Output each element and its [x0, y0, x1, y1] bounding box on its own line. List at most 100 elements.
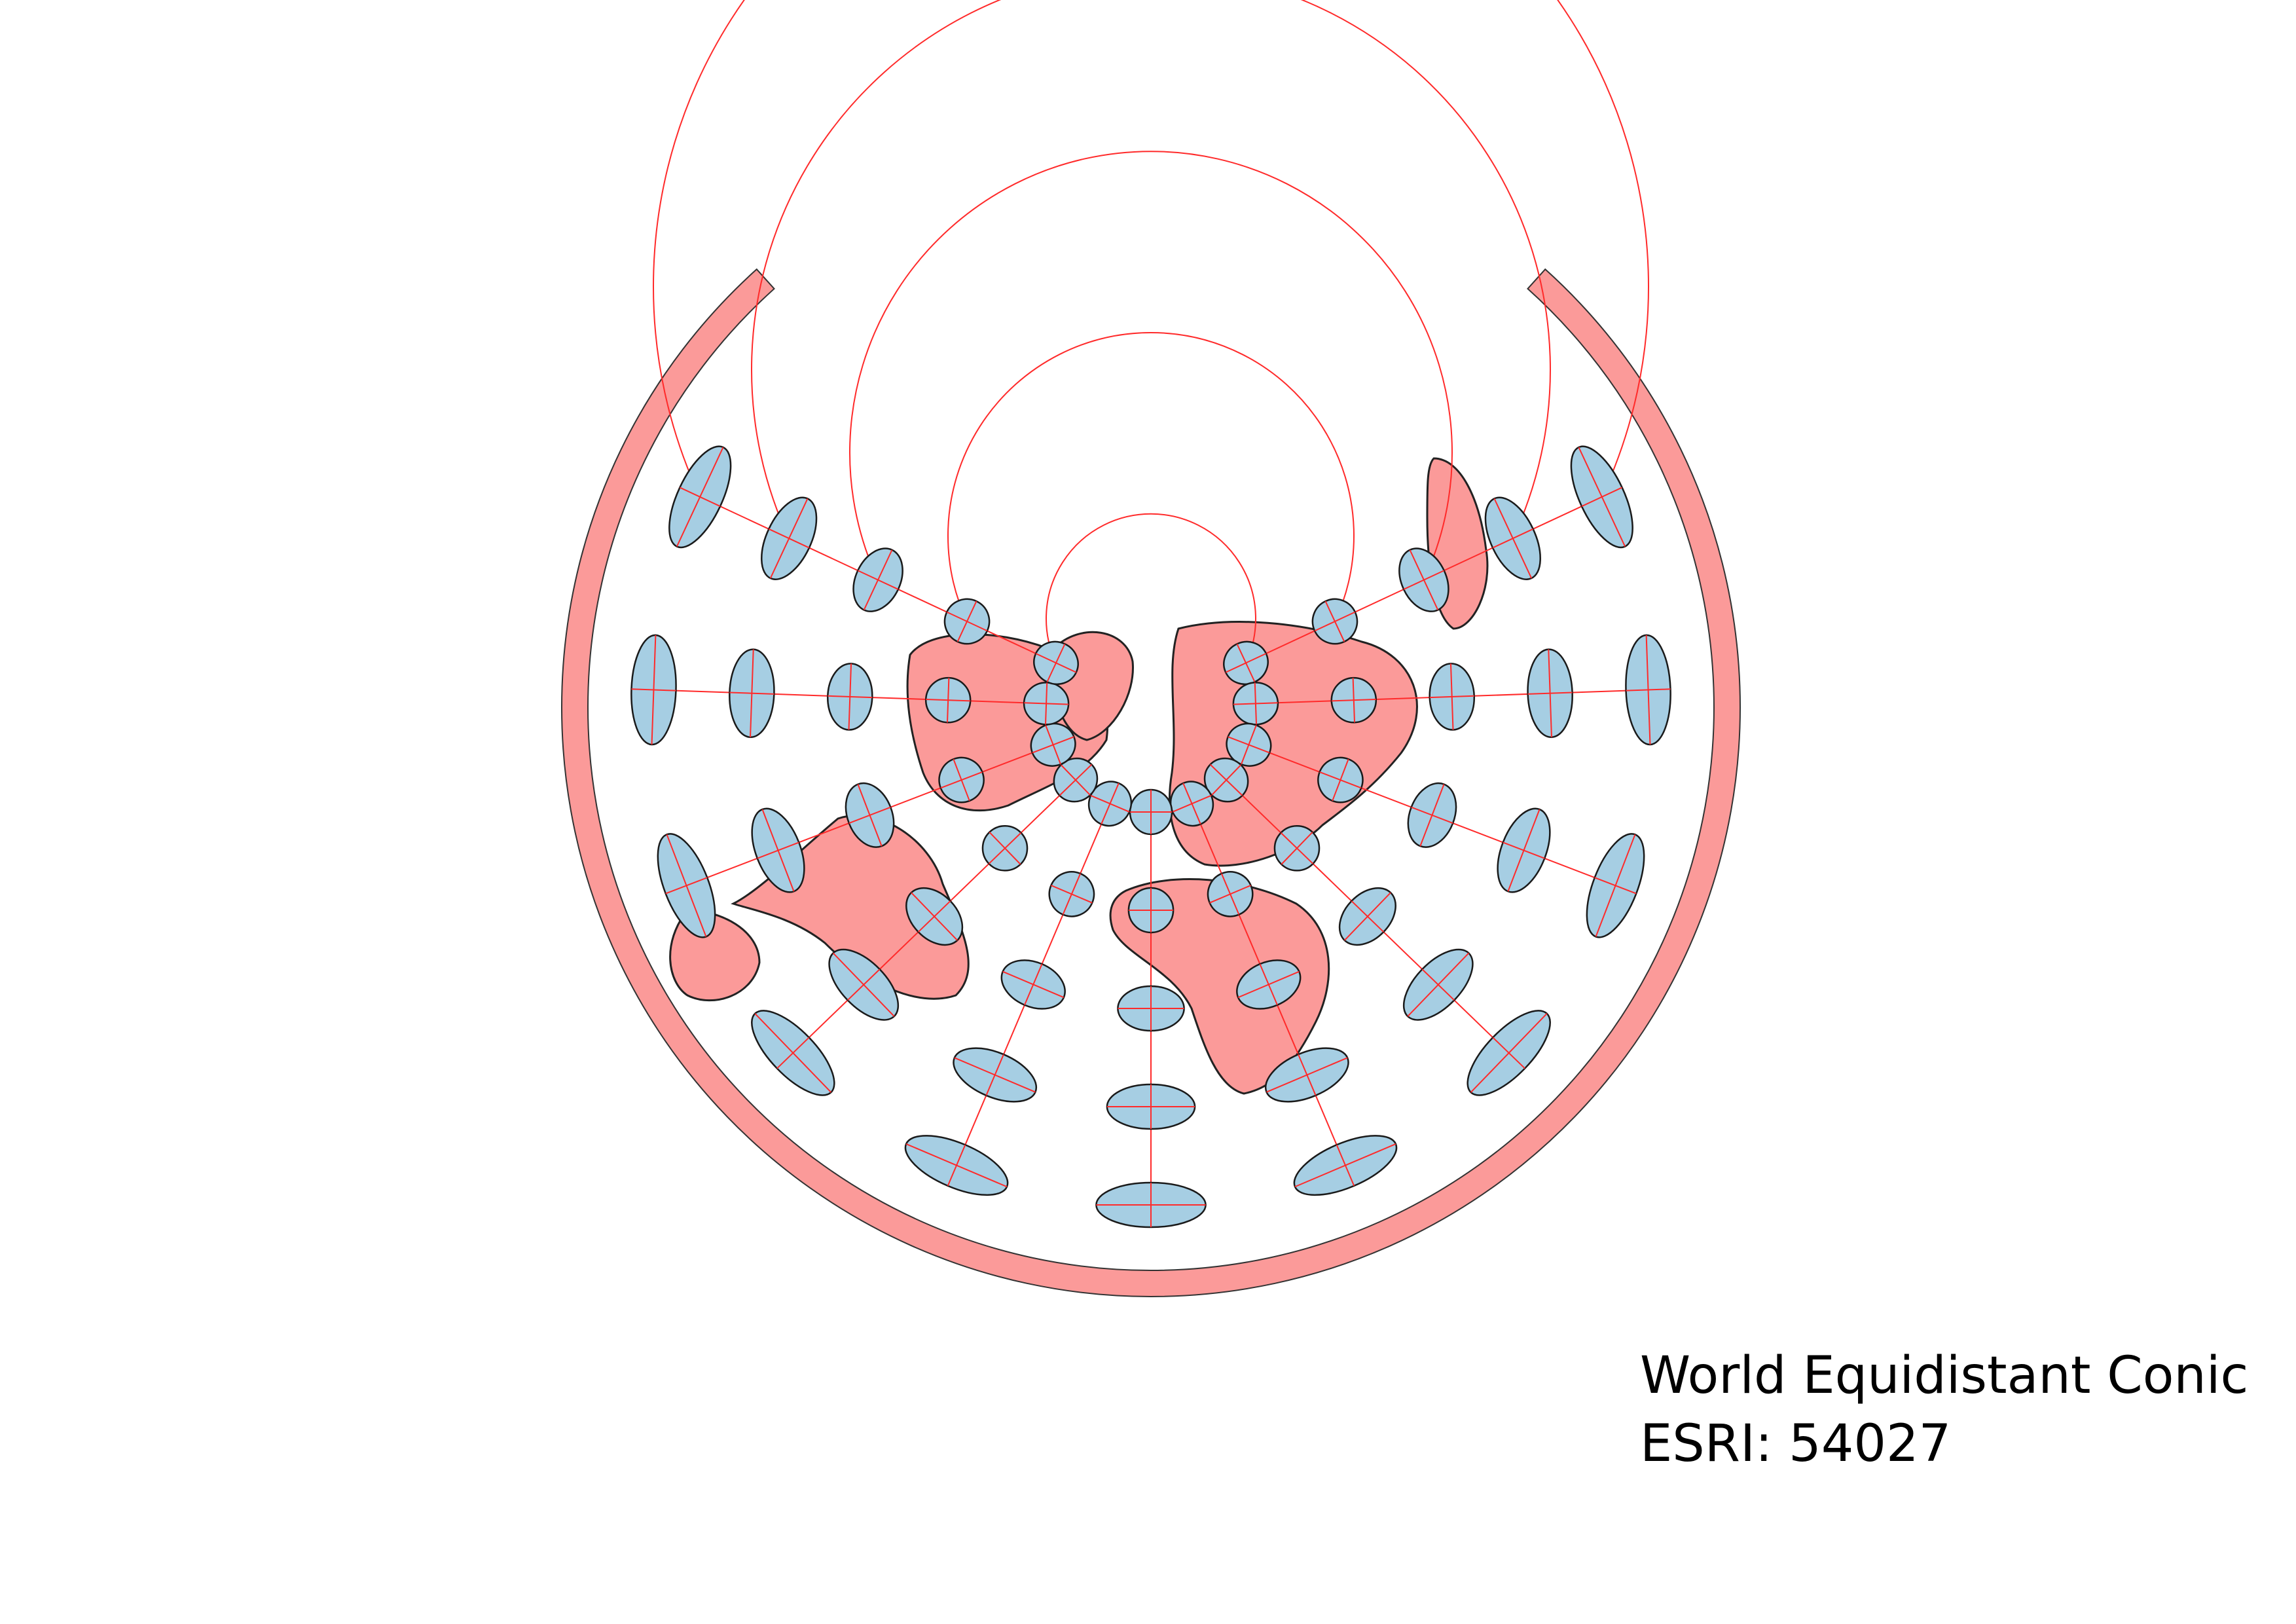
ellipse-axis-minor: [1626, 688, 1671, 692]
distortion-ellipse: [1402, 948, 1474, 1021]
parallel-line: [1046, 513, 1256, 663]
ellipse-axis-minor: [947, 1144, 966, 1187]
ellipse-axis-minor: [1527, 692, 1573, 695]
ellipse-axis-minor: [1280, 832, 1314, 864]
distortion-ellipse: [1398, 547, 1449, 612]
distortion-ellipse: [845, 782, 895, 848]
parallel-line: [653, 0, 1649, 498]
distortion-ellipse: [1117, 985, 1185, 1032]
distortion-ellipse: [1527, 648, 1573, 739]
ellipse-axis-minor: [1331, 698, 1376, 702]
distortion-ellipse: [1338, 887, 1396, 946]
ellipse-axis-minor: [917, 900, 951, 932]
ellipse-axis-minor: [848, 806, 891, 824]
ellipse-axis-minor: [1351, 900, 1385, 932]
ellipse-axis-minor: [1336, 1144, 1355, 1187]
distortion-ellipse: [761, 496, 818, 580]
ellipse-axis-minor: [1259, 963, 1278, 1006]
ellipse-axis-minor: [1228, 736, 1270, 754]
distortion-ellipse: [1264, 1047, 1349, 1103]
ellipse-axis-minor: [1182, 783, 1201, 824]
parallel-line: [751, 0, 1551, 539]
distortion-ellipse: [1129, 788, 1173, 836]
ellipse-axis-minor: [1314, 611, 1356, 632]
distortion-ellipses: [630, 445, 1671, 1228]
distortion-ellipse: [1033, 640, 1079, 685]
distortion-ellipse: [1232, 682, 1279, 726]
distortion-ellipse: [1317, 756, 1364, 803]
ellipse-axis-minor: [946, 611, 988, 632]
distortion-ellipse: [924, 676, 972, 724]
distortion-ellipse: [1625, 634, 1671, 746]
distortion-ellipse: [1497, 807, 1551, 893]
distortion-ellipse: [1293, 1135, 1398, 1196]
ellipse-axis-minor: [1024, 963, 1043, 1006]
parallel-line: [947, 332, 1355, 622]
ellipse-axis-minor: [1429, 695, 1474, 699]
distortion-ellipse: [1429, 663, 1475, 731]
ellipse-axis-minor: [1503, 841, 1545, 859]
distortion-ellipse: [751, 1010, 835, 1096]
ellipse-axis-minor: [1220, 873, 1240, 915]
distortion-ellipse: [1048, 871, 1095, 917]
ellipse-axis-minor: [1035, 653, 1077, 673]
ellipse-axis-minor: [828, 695, 873, 699]
projection-name-label: World Equidistant Conic: [1640, 1346, 2249, 1405]
distortion-ellipse: [828, 948, 900, 1021]
ellipse-axis-minor: [1492, 1037, 1525, 1069]
distortion-ellipse: [943, 598, 991, 645]
ellipse-axis-minor: [1403, 570, 1445, 590]
distortion-ellipse: [1095, 1181, 1207, 1228]
ellipse-axis-minor: [926, 698, 971, 702]
ellipse-axis-minor: [729, 692, 774, 695]
ellipse-axis-minor: [631, 688, 676, 692]
ellipse-axis-minor: [1421, 969, 1455, 1001]
distortion-ellipse: [1223, 640, 1269, 685]
distortion-ellipse: [1207, 871, 1254, 917]
distortion-ellipse: [1311, 598, 1358, 645]
ellipse-axis-minor: [1298, 1054, 1317, 1096]
distortion-ellipse: [630, 634, 677, 746]
distortion-ellipse: [827, 663, 873, 731]
ellipse-axis-minor: [1233, 702, 1278, 705]
ellipse-axis-minor: [1581, 487, 1623, 507]
projection-code-label: ESRI: 54027: [1640, 1414, 1952, 1473]
distortion-ellipse: [1330, 676, 1377, 724]
distortion-ellipse: [905, 887, 964, 946]
ellipse-axis-minor: [679, 487, 721, 507]
ellipse-axis-minor: [1024, 702, 1069, 705]
ellipse-axis-minor: [768, 528, 810, 549]
distortion-ellipse: [904, 1135, 1009, 1196]
distortion-ellipse: [729, 648, 775, 739]
distortion-ellipse: [668, 445, 732, 549]
ellipse-axis-minor: [1492, 528, 1534, 549]
distortion-ellipse: [1273, 825, 1321, 872]
ellipse-axis-minor: [1032, 736, 1074, 754]
distortion-ellipse: [1407, 782, 1457, 848]
distortion-ellipse: [1053, 757, 1099, 803]
ellipse-axis-minor: [1062, 873, 1082, 915]
ellipse-axis-minor: [847, 969, 881, 1001]
distortion-ellipse: [1000, 959, 1066, 1010]
ellipse-axis-minor: [1059, 764, 1093, 796]
ellipse-axis-minor: [988, 832, 1022, 864]
distortion-ellipse: [981, 825, 1029, 872]
distortion-ellipse: [1586, 833, 1645, 938]
ellipse-axis-minor: [1411, 806, 1453, 824]
distortion-ellipse: [751, 807, 805, 893]
distortion-ellipse: [1467, 1010, 1551, 1096]
distortion-ellipse: [953, 1047, 1038, 1103]
ellipse-axis-minor: [1594, 877, 1637, 895]
ellipse-axis-minor: [1319, 771, 1362, 789]
world-extent-band: [561, 268, 1741, 1297]
ellipse-axis-minor: [1209, 764, 1243, 796]
distortion-ellipse: [1106, 1083, 1196, 1130]
distortion-ellipse: [1127, 887, 1175, 934]
ellipse-axis-minor: [757, 841, 799, 859]
ellipse-axis-minor: [940, 771, 983, 789]
distortion-ellipse: [1484, 496, 1541, 580]
distortion-ellipse: [1236, 959, 1302, 1010]
distortion-ellipse: [852, 547, 903, 612]
ellipse-axis-minor: [985, 1054, 1004, 1096]
